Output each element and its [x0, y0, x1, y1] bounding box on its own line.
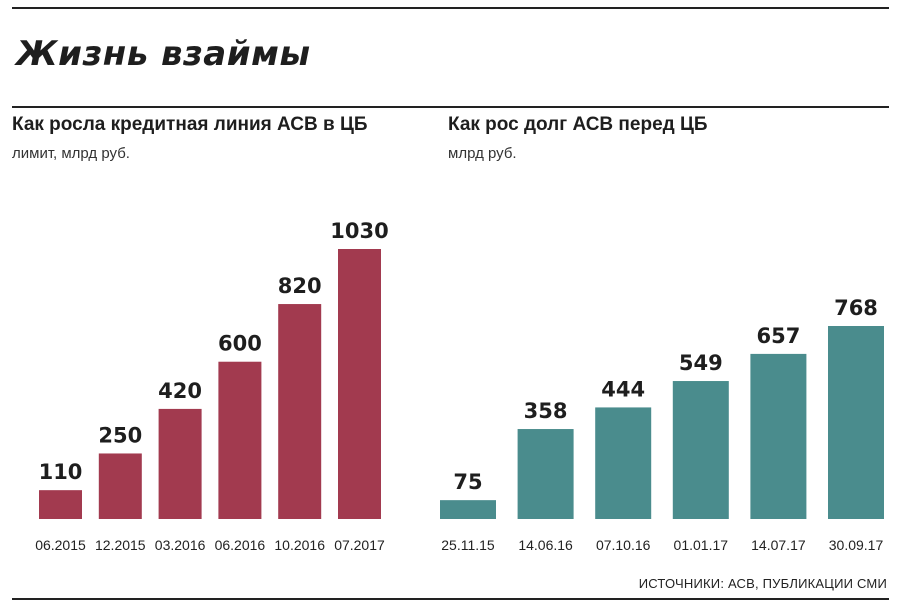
section-rule [12, 106, 889, 108]
bottom-rule [12, 598, 889, 600]
debt-tick-label: 14.07.17 [751, 537, 806, 553]
credit-line-tick-label: 10.2016 [274, 537, 325, 553]
credit-line-bar [39, 490, 82, 519]
right-chart-unit: млрд руб. [448, 145, 517, 162]
debt-bar [517, 429, 574, 519]
debt-value-label: 549 [679, 351, 723, 375]
credit-line-tick-label: 12.2015 [95, 537, 146, 553]
credit-line-value-label: 1030 [330, 219, 388, 243]
debt-tick-label: 07.10.16 [596, 537, 651, 553]
headline: Жизнь взаймы [16, 34, 311, 74]
debt-tick-label: 01.01.17 [674, 537, 729, 553]
debt-bar [440, 500, 496, 519]
debt-bar [750, 353, 807, 519]
debt-tick-label: 30.09.17 [829, 537, 884, 553]
debt-bar-chart: 75 25.11.15 358 14.06.16 444 07.10.16 549 01.01… [440, 296, 884, 553]
debt-value-label: 75 [453, 470, 482, 494]
debt-tick-label: 14.06.16 [518, 537, 573, 553]
debt-value-label: 657 [756, 324, 800, 348]
credit-line-value-label: 600 [218, 332, 262, 356]
credit-line-bar [158, 408, 202, 519]
credit-line-bar [278, 304, 322, 519]
left-chart-title: Как росла кредитная линия АСВ в ЦБ [12, 114, 368, 135]
credit-line-value-label: 250 [98, 423, 142, 447]
debt-bar [828, 326, 884, 519]
credit-line-bar [218, 361, 262, 519]
credit-line-bar [98, 453, 142, 519]
debt-value-label: 444 [601, 377, 645, 401]
credit-line-bar [338, 249, 381, 519]
top-rule [12, 7, 889, 9]
debt-value-label: 768 [834, 296, 878, 320]
debt-value-label: 358 [524, 399, 568, 423]
credit-line-bar-chart: 110 06.2015 250 12.2015 420 03.2016 600 06.2016… [35, 219, 389, 553]
right-chart-title: Как рос долг АСВ перед ЦБ [448, 114, 708, 135]
credit-line-tick-label: 06.2015 [35, 537, 86, 553]
credit-line-value-label: 420 [158, 379, 202, 403]
credit-line-tick-label: 03.2016 [155, 537, 206, 553]
debt-bar [672, 381, 729, 519]
debt-tick-label: 25.11.15 [441, 537, 495, 553]
source-note: ИСТОЧНИКИ: АСВ, ПУБЛИКАЦИИ СМИ [638, 576, 887, 591]
left-chart-unit: лимит, млрд руб. [12, 145, 130, 162]
debt-bar [595, 407, 652, 519]
credit-line-value-label: 110 [39, 460, 83, 484]
credit-line-tick-label: 07.2017 [334, 537, 385, 553]
credit-line-value-label: 820 [278, 274, 322, 298]
credit-line-tick-label: 06.2016 [215, 537, 266, 553]
